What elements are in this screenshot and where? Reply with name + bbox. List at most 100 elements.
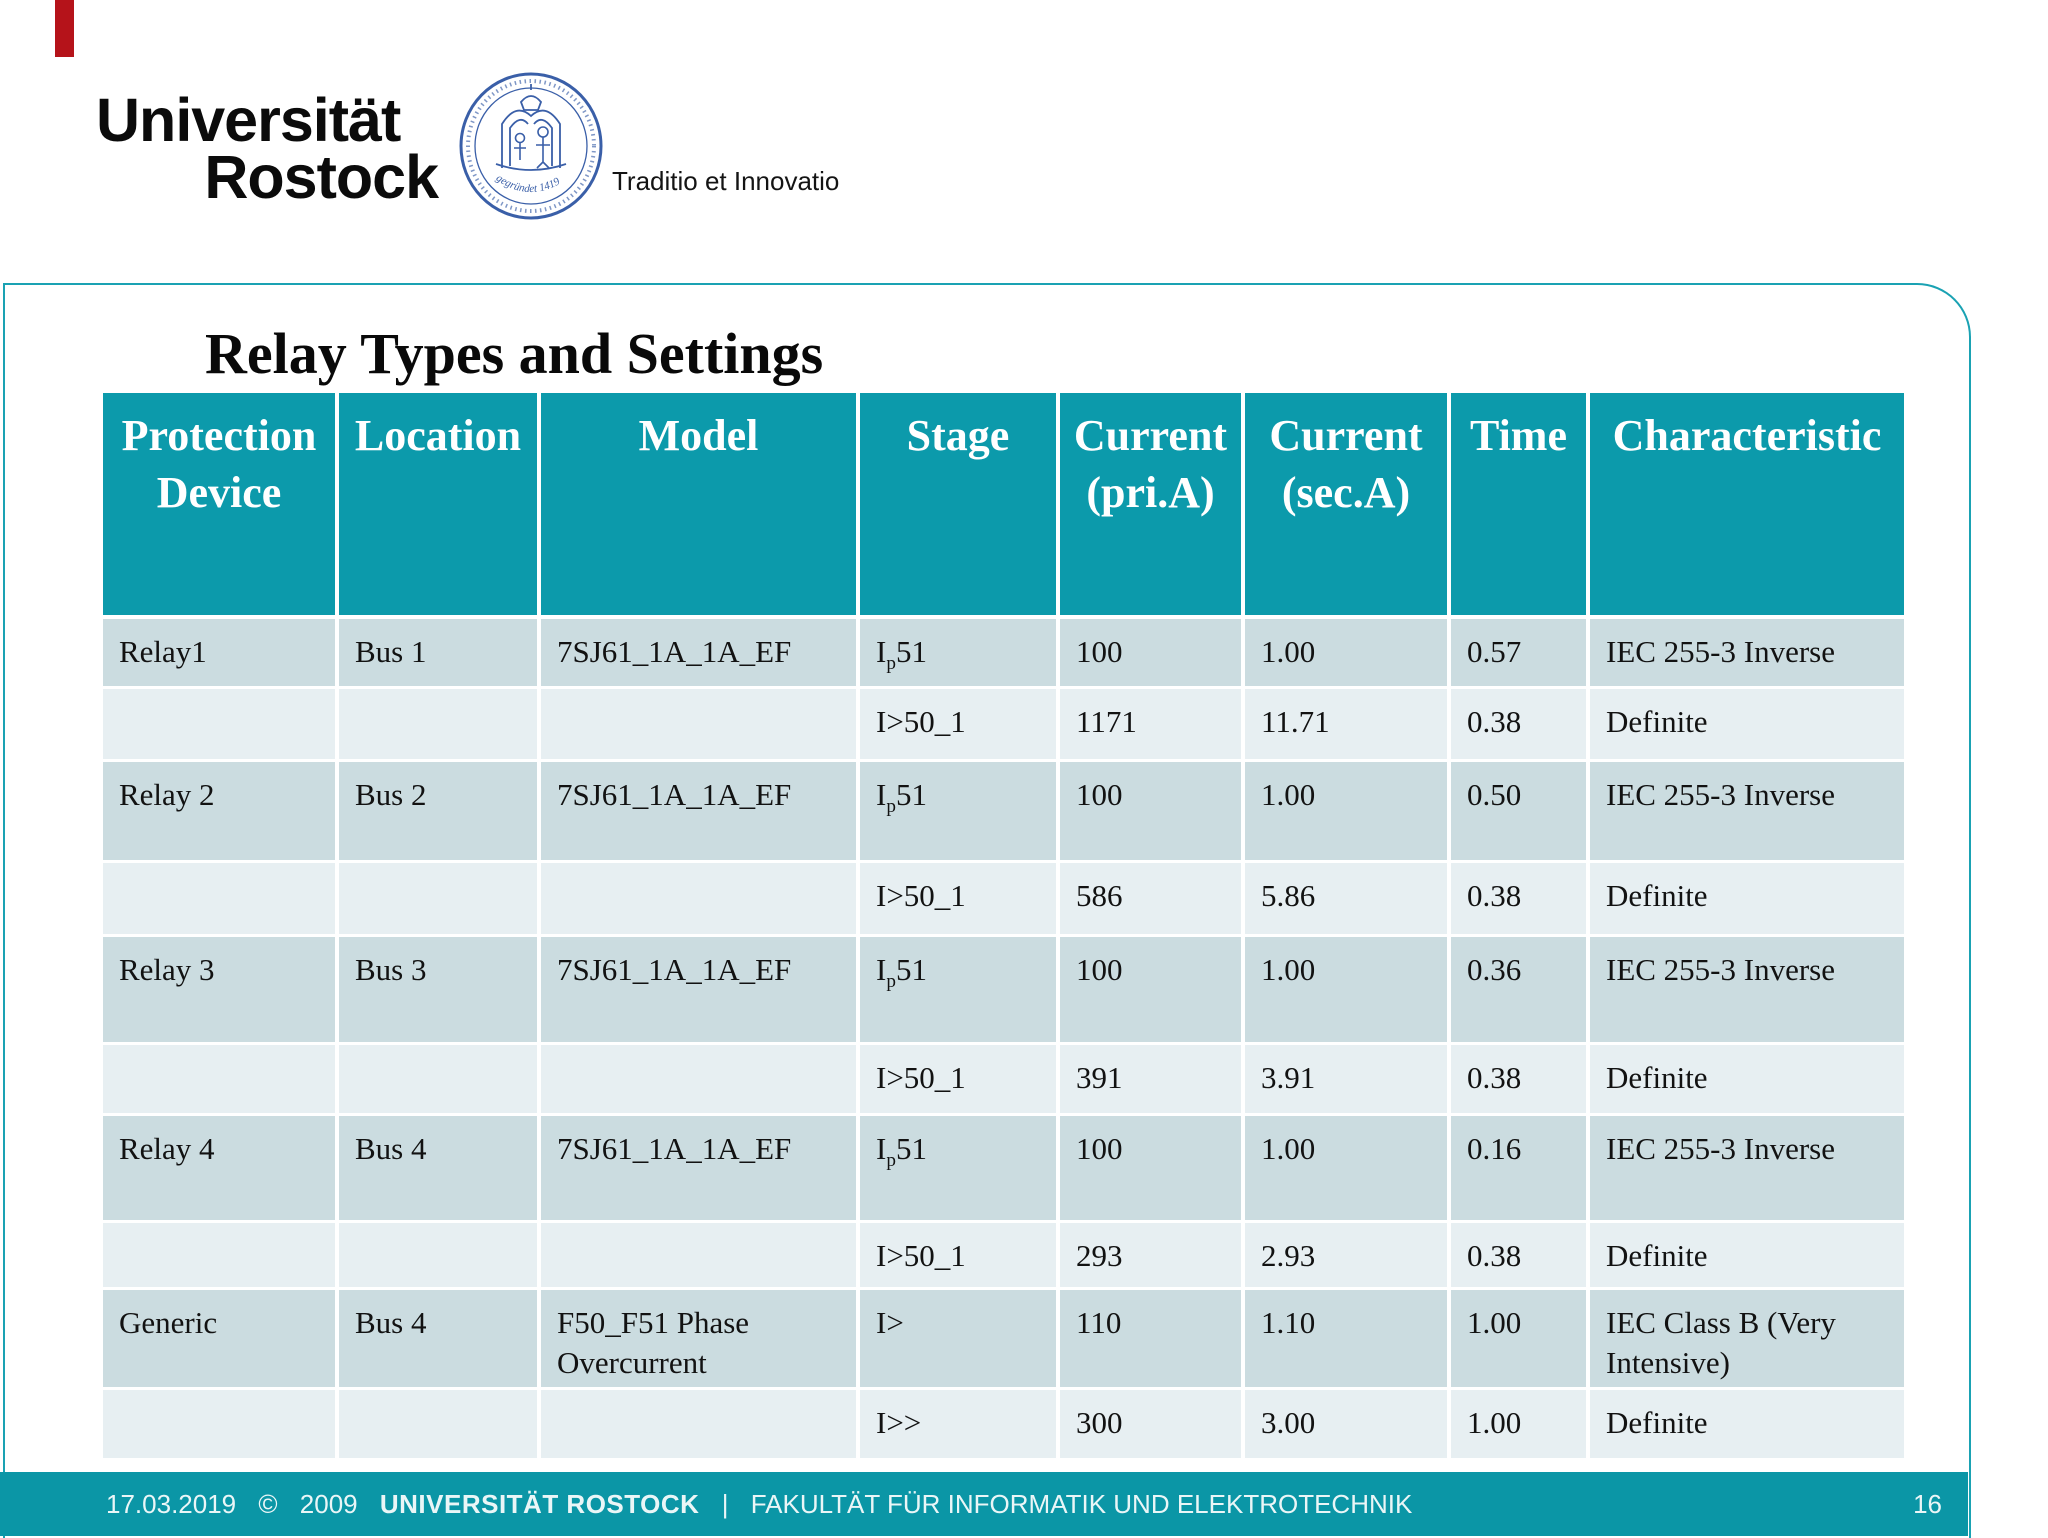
cell-time: 1.00	[1451, 1290, 1586, 1387]
cell-time: 0.38	[1451, 1223, 1586, 1287]
cell-model: 7SJ61_1A_1A_EF	[541, 619, 856, 686]
cell-time: 0.50	[1451, 762, 1586, 860]
cell-time: 0.36	[1451, 937, 1586, 1042]
cell-model	[541, 863, 856, 934]
cell-location	[339, 1223, 537, 1287]
cell-current-pri: 100	[1060, 937, 1241, 1042]
cell-location	[339, 863, 537, 934]
cell-current-pri: 391	[1060, 1045, 1241, 1113]
header-current-pri: Current (pri.A)	[1060, 393, 1241, 615]
table-row: I>50_1 586 5.86 0.38 Definite	[103, 863, 1904, 934]
cell-device	[103, 1390, 335, 1458]
header-location: Location	[339, 393, 537, 615]
cell-current-sec: 1.10	[1245, 1290, 1447, 1387]
cell-time: 0.38	[1451, 863, 1586, 934]
cell-stage: I>50_1	[860, 1045, 1056, 1113]
cell-stage: I>50_1	[860, 689, 1056, 759]
footer-date: 17.03.2019	[106, 1488, 237, 1519]
cell-characteristic: Definite	[1590, 689, 1904, 759]
header-stage: Stage	[860, 393, 1056, 615]
cell-current-pri: 293	[1060, 1223, 1241, 1287]
cell-device	[103, 1045, 335, 1113]
cell-stage: I>>	[860, 1390, 1056, 1458]
cell-model	[541, 1390, 856, 1458]
cell-model: 7SJ61_1A_1A_EF	[541, 1116, 856, 1220]
cell-stage: Ip51	[860, 937, 1056, 1042]
cell-characteristic: Definite	[1590, 863, 1904, 934]
cell-location: Bus 4	[339, 1116, 537, 1220]
cell-characteristic: Definite	[1590, 1045, 1904, 1113]
cell-current-pri: 100	[1060, 1116, 1241, 1220]
cell-current-pri: 110	[1060, 1290, 1241, 1387]
cell-current-sec: 11.71	[1245, 689, 1447, 759]
footer-bar: 17.03.2019 © 2009 UNIVERSITÄT ROSTOCK | …	[0, 1472, 1968, 1536]
header-model: Model	[541, 393, 856, 615]
cell-location: Bus 3	[339, 937, 537, 1042]
cell-model	[541, 1223, 856, 1287]
cell-stage: I>	[860, 1290, 1056, 1387]
logo-line-rostock: Rostock	[204, 143, 439, 211]
table-row: I>50_1 1171 11.71 0.38 Definite	[103, 689, 1904, 759]
cell-location: Bus 2	[339, 762, 537, 860]
cell-model: F50_F51 Phase Overcurrent	[541, 1290, 856, 1387]
cell-model: 7SJ61_1A_1A_EF	[541, 937, 856, 1042]
cell-time: 0.16	[1451, 1116, 1586, 1220]
cell-current-sec: 1.00	[1245, 1116, 1447, 1220]
cell-device: Relay 3	[103, 937, 335, 1042]
cell-characteristic: IEC Class B (Very Intensive)	[1590, 1290, 1904, 1387]
cell-current-sec: 1.00	[1245, 762, 1447, 860]
cell-location	[339, 689, 537, 759]
cell-current-sec: 1.00	[1245, 619, 1447, 686]
table-row: Generic Bus 4 F50_F51 Phase Overcurrent …	[103, 1290, 1904, 1387]
cell-characteristic: Definite	[1590, 1223, 1904, 1287]
cell-location: Bus 4	[339, 1290, 537, 1387]
cell-model: 7SJ61_1A_1A_EF	[541, 762, 856, 860]
table-row: I>50_1 391 3.91 0.38 Definite	[103, 1045, 1904, 1113]
cell-current-sec: 3.91	[1245, 1045, 1447, 1113]
cell-time: 1.00	[1451, 1390, 1586, 1458]
table-row: Relay1 Bus 1 7SJ61_1A_1A_EF Ip51 100 1.0…	[103, 619, 1904, 686]
table-row: I>> 300 3.00 1.00 Definite	[103, 1390, 1904, 1458]
cell-location: Bus 1	[339, 619, 537, 686]
red-accent-mark	[55, 0, 74, 57]
cell-model	[541, 1045, 856, 1113]
university-logo: Universität Rostock	[96, 86, 440, 211]
cell-device	[103, 689, 335, 759]
cell-characteristic: IEC 255-3 Inverse	[1590, 619, 1904, 686]
cell-current-pri: 300	[1060, 1390, 1241, 1458]
table-row: I>50_1 293 2.93 0.38 Definite	[103, 1223, 1904, 1287]
page-number: 16	[1913, 1488, 1942, 1519]
cell-current-sec: 3.00	[1245, 1390, 1447, 1458]
cell-stage: I>50_1	[860, 863, 1056, 934]
copyright-symbol: ©	[258, 1488, 278, 1519]
cell-device: Relay1	[103, 619, 335, 686]
logo-line-universitaet: Universität	[96, 86, 401, 154]
cell-characteristic: IEC 255-3 Inverse	[1590, 1116, 1904, 1220]
table-header-row: Protection Device Location Model Stage C…	[103, 393, 1904, 615]
footer-org: UNIVERSITÄT ROSTOCK	[379, 1488, 700, 1519]
cell-current-pri: 100	[1060, 762, 1241, 860]
university-motto: Traditio et Innovatio	[612, 166, 840, 196]
cell-characteristic: IEC 255-3 Inverse	[1590, 762, 1904, 860]
cell-stage: Ip51	[860, 762, 1056, 860]
footer-faculty: FAKULTÄT FÜR INFORMATIK UND ELEKTROTECHN…	[750, 1488, 1413, 1519]
cell-stage: I>50_1	[860, 1223, 1056, 1287]
header-characteristic: Characteristic	[1590, 393, 1904, 615]
cell-current-pri: 1171	[1060, 689, 1241, 759]
header-protection-device: Protection Device	[103, 393, 335, 615]
table-row: Relay 4 Bus 4 7SJ61_1A_1A_EF Ip51 100 1.…	[103, 1116, 1904, 1220]
cell-current-pri: 586	[1060, 863, 1241, 934]
cell-characteristic: Definite	[1590, 1390, 1904, 1458]
header-current-sec: Current (sec.A)	[1245, 393, 1447, 615]
cell-time: 0.38	[1451, 689, 1586, 759]
relay-settings-table: Protection Device Location Model Stage C…	[103, 393, 1904, 1461]
table-row: Relay 2 Bus 2 7SJ61_1A_1A_EF Ip51 100 1.…	[103, 762, 1904, 860]
footer-left: 17.03.2019 © 2009 UNIVERSITÄT ROSTOCK | …	[106, 1489, 1427, 1520]
cell-current-sec: 1.00	[1245, 937, 1447, 1042]
footer-separator: |	[721, 1488, 729, 1519]
cell-stage: Ip51	[860, 619, 1056, 686]
cell-current-pri: 100	[1060, 619, 1241, 686]
cell-time: 0.57	[1451, 619, 1586, 686]
cell-device: Generic	[103, 1290, 335, 1387]
